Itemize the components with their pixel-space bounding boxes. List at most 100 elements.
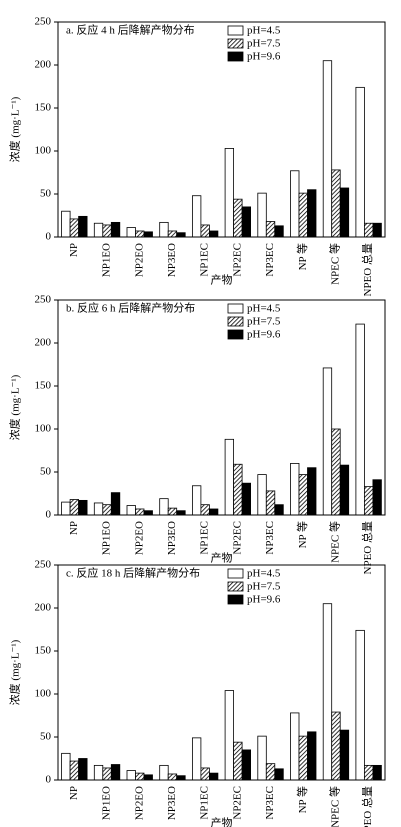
bar (372, 479, 382, 516)
legend-swatch (227, 25, 244, 36)
bar (322, 603, 333, 781)
y-tick-label: 250 (35, 294, 52, 306)
bar (233, 198, 243, 238)
x-tick-label: NP1EO (101, 521, 113, 555)
x-tick-label: NP 等 (295, 521, 309, 548)
bar (274, 504, 284, 516)
legend-swatch (227, 329, 244, 340)
x-tick-label: NP2EC (231, 786, 243, 820)
bar (298, 192, 308, 238)
bar (110, 221, 121, 238)
legend-swatch (227, 38, 244, 49)
y-tick-label: 100 (35, 688, 52, 700)
bar (372, 764, 382, 781)
y-tick-label: 0 (46, 509, 52, 521)
x-tick-label: NP2EC (231, 521, 243, 555)
bar (257, 474, 267, 516)
bar (102, 224, 112, 238)
x-tick-label: NPEO 总量 (360, 786, 374, 827)
bar (69, 499, 79, 516)
bar (233, 463, 243, 516)
bar (224, 148, 235, 238)
bar (110, 764, 121, 781)
bar (159, 764, 169, 781)
legend-swatch (227, 303, 244, 314)
bar (307, 731, 317, 781)
bar (167, 507, 178, 516)
chart-title: a. 反应 4 h 后降解产物分布 (66, 23, 195, 37)
bar (355, 629, 365, 781)
x-tick-label: NP3EO (166, 786, 178, 820)
bar (265, 763, 276, 781)
bar (339, 729, 350, 781)
bar (298, 474, 308, 516)
bar (191, 485, 202, 516)
y-tick-label: 0 (46, 774, 52, 786)
x-tick-label: NP2EC (231, 243, 243, 277)
legend-label: pH=7.5 (247, 38, 281, 50)
legend-label: pH=4.5 (247, 25, 281, 37)
bar (102, 504, 112, 516)
x-tick-label: NP2EO (133, 521, 145, 555)
bar (355, 86, 365, 238)
x-tick-label: NPEO 总量 (360, 521, 374, 574)
bar (290, 712, 300, 781)
bar (191, 737, 202, 781)
bar (208, 230, 219, 238)
bar (208, 772, 219, 781)
bar (102, 767, 112, 781)
y-tick-label: 250 (35, 559, 52, 571)
x-tick-label: NPEC 等 (327, 786, 341, 827)
x-tick-label: NP 等 (295, 243, 309, 270)
bar (257, 192, 267, 238)
bar (363, 764, 374, 781)
bar (307, 467, 317, 516)
x-tick-label: NP (68, 521, 80, 535)
plot-frame (57, 564, 386, 781)
bar (372, 222, 382, 238)
x-tick-label: NP1EC (199, 521, 211, 555)
bar (191, 195, 202, 238)
bar (241, 482, 252, 516)
bar (233, 741, 243, 781)
legend-label: pH=7.5 (247, 581, 281, 593)
bar (265, 221, 276, 238)
bar (200, 504, 210, 516)
bar (355, 323, 365, 516)
bar (143, 231, 153, 238)
bar (135, 508, 145, 516)
bar (93, 222, 104, 238)
bar (339, 187, 350, 238)
x-tick-label: NP1EC (199, 786, 211, 820)
bar (135, 230, 145, 238)
legend-label: pH=7.5 (247, 316, 281, 328)
x-tick-label: NP 等 (295, 786, 309, 813)
y-tick-label: 50 (40, 731, 52, 743)
x-tick-label: NPEO 总量 (360, 243, 374, 296)
legend-label: pH=4.5 (247, 568, 281, 580)
x-tick-label: NP1EO (101, 243, 113, 277)
bar (159, 498, 169, 516)
x-tick-label: NP (68, 243, 80, 257)
bar (78, 499, 88, 516)
bar (167, 773, 178, 781)
y-tick-label: 200 (35, 59, 52, 71)
bar (322, 367, 333, 516)
legend-swatch (227, 568, 244, 579)
plot-frame (57, 21, 386, 238)
bar (135, 772, 145, 781)
y-tick-label: 150 (35, 102, 52, 114)
x-tick-label: NP1EO (101, 786, 113, 820)
bar (274, 225, 284, 238)
bar (176, 775, 186, 781)
bar (290, 462, 300, 516)
x-tick-label: NP3EO (166, 521, 178, 555)
bar (224, 438, 235, 516)
bar (363, 486, 374, 516)
y-tick-label: 150 (35, 380, 52, 392)
bar (200, 224, 210, 238)
legend-label: pH=9.6 (247, 51, 281, 63)
chart-title: b. 反应 6 h 后降解产物分布 (66, 301, 195, 315)
y-tick-label: 0 (46, 231, 52, 243)
x-axis-label: 产物 (211, 551, 233, 565)
